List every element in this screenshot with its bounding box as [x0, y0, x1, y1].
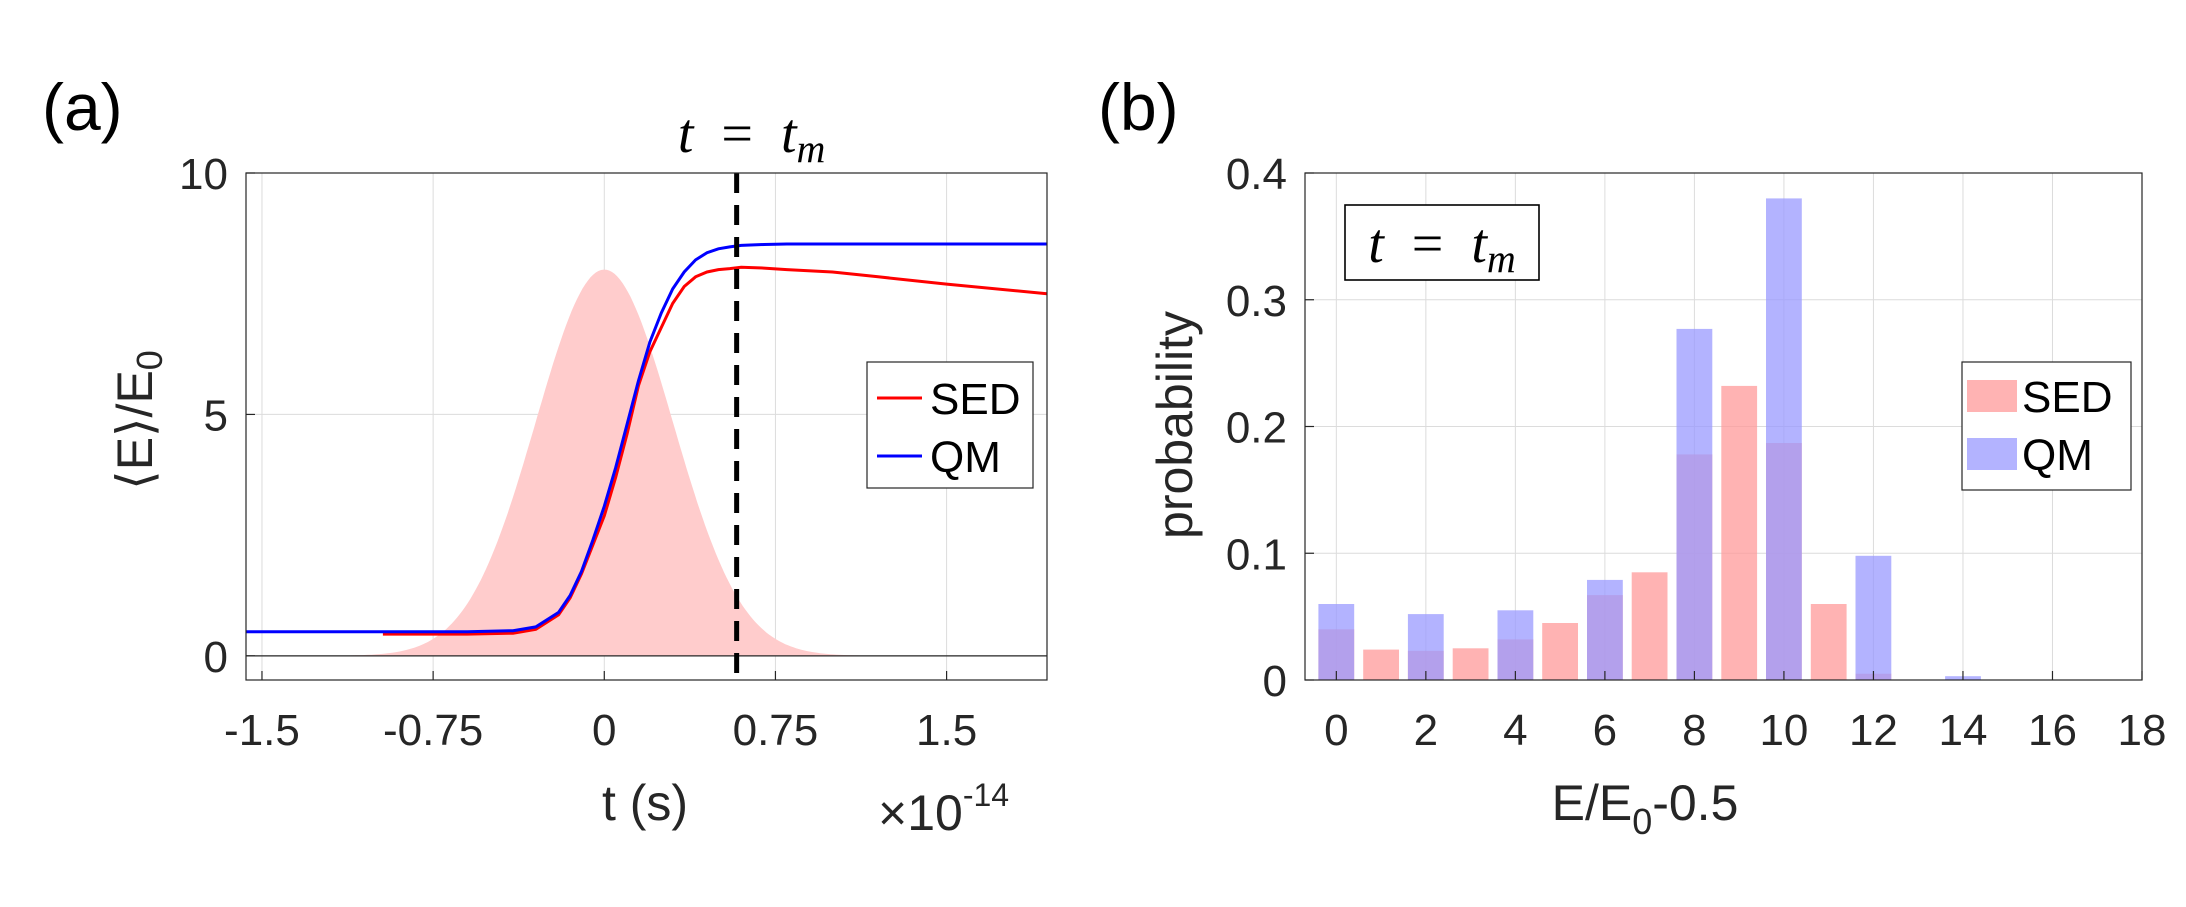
panel-b-bar-qm — [1855, 555, 1892, 680]
panel-b-ylabel: probability — [1147, 311, 1203, 539]
panel-b-bars — [1318, 198, 1981, 680]
panel-b-xtick-label: 16 — [2028, 706, 2077, 755]
panel-a-xtick-label: 0 — [592, 706, 616, 755]
panel-b-xtick-label: 0 — [1324, 706, 1348, 755]
panel-a-axes-frame — [245, 172, 1048, 681]
panel-b-ytick-label: 0.4 — [1226, 150, 1287, 199]
panel-a-ticks: -1.5 -0.75 0 0.75 1.5 0 5 10 — [179, 150, 977, 755]
panel-a-xtick-label: 0.75 — [733, 706, 819, 755]
panel-b-legend-sed: SED — [2022, 373, 2112, 422]
panel-a-ytick-label: 5 — [204, 391, 228, 440]
panel-b-annotation-box — [1344, 204, 1540, 281]
panel-b-bar-qm — [1407, 614, 1444, 680]
panel-b-xtick-label: 2 — [1414, 706, 1438, 755]
panel-b-xtick-label: 18 — [2118, 706, 2167, 755]
panel-b-xtick-label: 8 — [1682, 706, 1706, 755]
panel-b-annotation-text: t = tm — [1368, 213, 1516, 281]
panel-b-xtick-label: 10 — [1759, 706, 1808, 755]
panel-b-xtick-label: 6 — [1593, 706, 1617, 755]
panel-b-ytick-label: 0.3 — [1226, 277, 1287, 326]
panel-a-xlabel: t (s) — [602, 775, 688, 831]
panel-a-annotation: t = tm — [678, 103, 826, 171]
panel-a-ytick-label: 10 — [179, 150, 228, 199]
panel-b-legend: SED QM — [1961, 361, 2132, 491]
panel-b-xtick-label: 4 — [1503, 706, 1527, 755]
panel-a: (a) -1.5 -0.75 0 0.75 1.5 0 5 10 t = tm t (s) ×… — [42, 70, 1048, 841]
panel-a-ylabel: ⟨E⟩/E0 — [107, 350, 170, 490]
panel-b-ytick-label: 0.2 — [1226, 404, 1287, 453]
panel-b-xtick-label: 12 — [1849, 706, 1898, 755]
panel-b-bar-sed — [1452, 648, 1489, 680]
panel-b-xtick-label: 14 — [1938, 706, 1987, 755]
panel-a-ytick-label: 0 — [204, 633, 228, 682]
panel-b-bar-qm — [1766, 198, 1802, 680]
panel-b-bar-sed — [1721, 385, 1758, 680]
panel-b-xlabel: E/E0-0.5 — [1552, 775, 1739, 842]
panel-b-bar-sed — [1542, 623, 1578, 680]
panel-a-series — [246, 242, 1048, 636]
panel-a-legend: SED QM — [866, 361, 1034, 489]
panel-b-bar-sed — [1810, 604, 1847, 680]
panel-a-legend-box — [866, 361, 1034, 489]
panel-b-bar-qm — [1587, 579, 1623, 680]
panel-b-annotation: t = tm — [1344, 204, 1540, 281]
panel-b-bar-sed — [1363, 649, 1399, 680]
panel-b-legend-qm-swatch — [1967, 438, 2017, 470]
panel-b-bar-qm — [1497, 610, 1534, 680]
panel-a-pulse-area — [246, 269, 1047, 656]
panel-b-bar-sed — [1631, 572, 1668, 680]
panel-b-bar-qm — [1676, 328, 1713, 680]
panel-a-label: (a) — [42, 70, 123, 144]
panel-a-series-qm — [246, 242, 1047, 634]
panel-b-legend-sed-swatch — [1967, 380, 2017, 412]
panel-b-ytick-label: 0.1 — [1226, 530, 1287, 579]
panel-a-legend-sed: SED — [930, 375, 1020, 424]
panel-b-ticks: 0 2 4 6 8 10 12 14 16 18 0 0.1 0.2 0.3 0.4 — [1226, 150, 2167, 755]
panel-a-legend-qm: QM — [930, 433, 1001, 482]
panel-b-label: (b) — [1098, 70, 1179, 144]
panel-a-xtick-label: -0.75 — [383, 706, 483, 755]
panel-a-x-multiplier: ×10-14 — [878, 777, 1009, 841]
panel-a-xtick-label: 1.5 — [916, 706, 977, 755]
panel-b-bar-qm — [1318, 604, 1355, 680]
panel-a-xtick-label: -1.5 — [224, 706, 300, 755]
panel-b-legend-qm: QM — [2022, 431, 2093, 480]
panel-b-ytick-label: 0 — [1263, 657, 1287, 706]
